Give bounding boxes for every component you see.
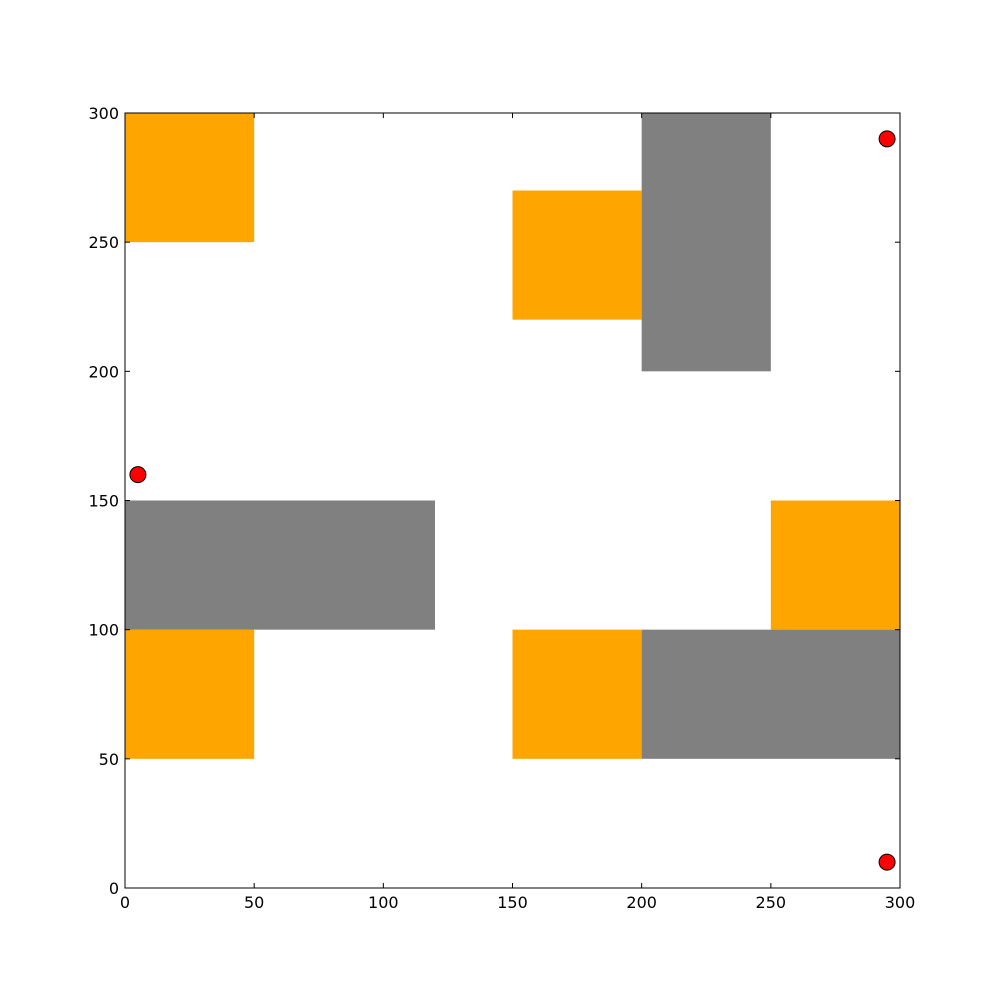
y-tick-label: 200 [88, 362, 119, 381]
y-tick-label: 300 [88, 104, 119, 123]
rectangles-layer [125, 113, 900, 759]
points-layer [129, 130, 896, 871]
scatter-point-2 [878, 853, 896, 871]
y-tick-label: 0 [109, 879, 119, 898]
x-tick-label: 300 [885, 893, 916, 912]
scatter-point-1 [878, 130, 896, 148]
gray-rectangle-5 [641, 113, 771, 372]
y-tick-label: 100 [88, 621, 119, 640]
orange-rectangle-4 [770, 500, 900, 630]
gray-rectangle-6 [125, 500, 435, 630]
x-tick-label: 0 [120, 893, 130, 912]
orange-rectangle-3 [512, 629, 642, 759]
x-tick-label: 250 [756, 893, 787, 912]
orange-rectangle-0 [125, 113, 255, 243]
y-tick-label: 150 [88, 492, 119, 511]
x-tick-label: 150 [497, 893, 528, 912]
orange-rectangle-1 [512, 190, 642, 320]
y-tick-label: 50 [99, 750, 119, 769]
scatter-point-0 [129, 466, 147, 484]
x-tick-label: 50 [244, 893, 264, 912]
gray-rectangle-7 [641, 629, 900, 759]
y-tick-label: 250 [88, 233, 119, 252]
x-tick-label: 100 [368, 893, 399, 912]
x-tick-label: 200 [626, 893, 657, 912]
ticks-layer: 0 50 100 150 200 250 300 0 50 100 150 200 250 300 [88, 104, 915, 912]
orange-rectangle-2 [125, 629, 255, 759]
